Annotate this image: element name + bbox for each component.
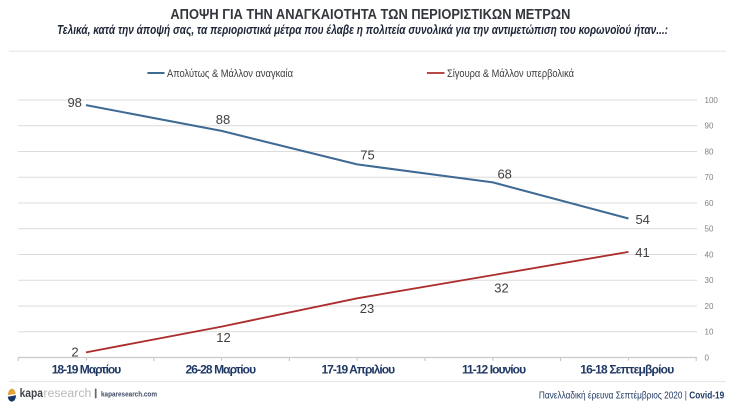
svg-text:41: 41 — [635, 245, 649, 260]
svg-text:2: 2 — [71, 344, 78, 359]
svg-text:18-19 Μαρτίου: 18-19 Μαρτίου — [52, 363, 122, 377]
svg-text:75: 75 — [360, 147, 374, 162]
svg-text:100: 100 — [705, 96, 719, 105]
svg-text:20: 20 — [705, 302, 714, 311]
svg-text:50: 50 — [705, 225, 714, 234]
svg-text:research: research — [43, 388, 91, 400]
svg-text:26-28 Μαρτίου: 26-28 Μαρτίου — [186, 363, 257, 377]
svg-text:Πανελλαδική έρευνα Σεπτέμβριος: Πανελλαδική έρευνα Σεπτέμβριος 2020 | Co… — [539, 389, 724, 401]
svg-text:0: 0 — [705, 353, 710, 362]
svg-text:68: 68 — [497, 167, 511, 182]
svg-text:88: 88 — [216, 112, 230, 127]
svg-text:12: 12 — [216, 330, 230, 345]
svg-text:32: 32 — [494, 280, 508, 295]
svg-text:17-19 Απριλίου: 17-19 Απριλίου — [322, 363, 396, 377]
svg-text:Τελικά, κατά την άποψή σας, τα: Τελικά, κατά την άποψή σας, τα περιοριστ… — [57, 23, 668, 37]
svg-text:23: 23 — [360, 301, 374, 316]
svg-text:40: 40 — [705, 250, 714, 259]
svg-text:16-18 Σεπτεμβρίου: 16-18 Σεπτεμβρίου — [580, 363, 674, 377]
svg-text:11-12 Ιουνίου: 11-12 Ιουνίου — [462, 363, 526, 377]
svg-text:Απολύτως & Μάλλον αναγκαία: Απολύτως & Μάλλον αναγκαία — [167, 68, 294, 80]
svg-text:90: 90 — [705, 122, 714, 131]
svg-text:kapa: kapa — [20, 388, 44, 400]
svg-text:54: 54 — [635, 212, 649, 227]
svg-text:70: 70 — [705, 173, 714, 182]
svg-text:98: 98 — [67, 95, 81, 110]
svg-text:Σίγουρα & Μάλλον υπερβολικά: Σίγουρα & Μάλλον υπερβολικά — [447, 68, 575, 80]
svg-text:80: 80 — [705, 147, 714, 156]
svg-text:kaparesearch.com: kaparesearch.com — [101, 390, 157, 399]
svg-text:30: 30 — [705, 276, 714, 285]
svg-text:10: 10 — [705, 328, 714, 337]
svg-text:60: 60 — [705, 199, 714, 208]
svg-text:ΑΠΟΨΗ ΓΙΑ ΤΗΝ ΑΝΑΓΚΑΙΟΤΗΤΑ ΤΩΝ: ΑΠΟΨΗ ΓΙΑ ΤΗΝ ΑΝΑΓΚΑΙΟΤΗΤΑ ΤΩΝ ΠΕΡΙΟΡΙΣΤ… — [170, 7, 570, 23]
